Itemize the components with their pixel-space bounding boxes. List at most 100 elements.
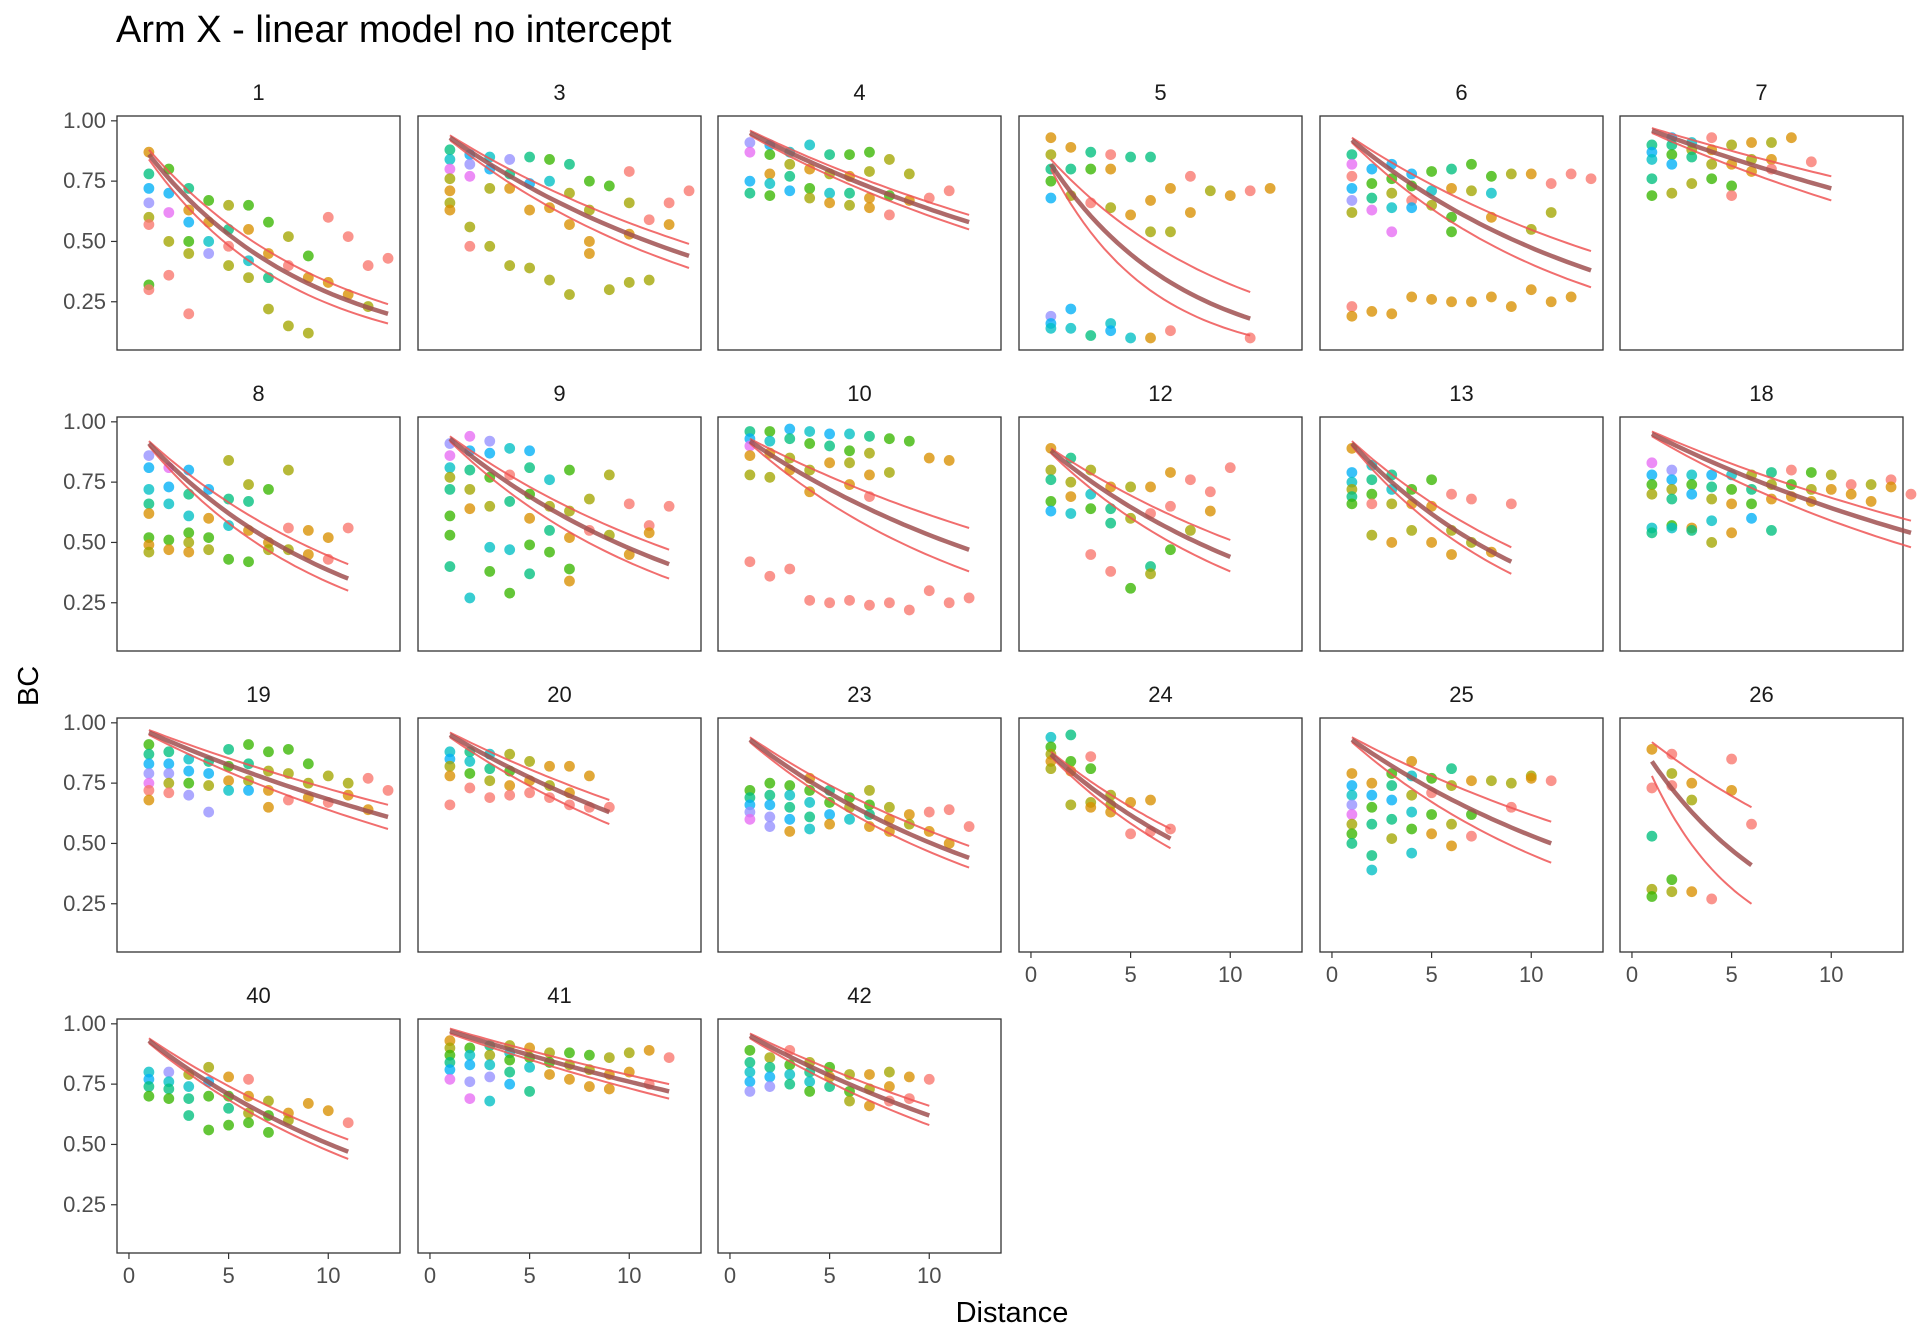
facet-panel-41: 41 0 5 10 <box>417 983 702 1288</box>
data-point <box>1406 806 1418 818</box>
data-point <box>883 209 895 221</box>
data-point <box>1366 306 1378 317</box>
facet-strip-label: 1 <box>252 80 264 105</box>
data-point <box>362 772 374 784</box>
data-point <box>282 522 294 534</box>
data-point <box>1505 498 1517 510</box>
data-point <box>903 168 915 180</box>
data-point <box>784 813 796 825</box>
panel-frame <box>417 717 702 953</box>
data-point <box>524 204 536 216</box>
data-point <box>143 284 155 296</box>
data-point <box>603 469 615 481</box>
data-point <box>1646 469 1658 481</box>
data-point <box>943 838 955 849</box>
data-point <box>1845 488 1857 500</box>
data-point <box>464 503 476 515</box>
data-point <box>1686 178 1698 189</box>
data-point <box>1646 743 1658 755</box>
data-point <box>1666 522 1678 534</box>
data-point <box>544 760 555 772</box>
data-point <box>923 806 935 818</box>
x-tick-label: 5 <box>823 1263 835 1288</box>
data-point <box>583 236 595 247</box>
data-point <box>1646 457 1658 469</box>
y-tick-label: 1.00 <box>63 1011 106 1036</box>
data-point <box>183 182 195 194</box>
data-point <box>1366 204 1378 216</box>
data-point <box>1145 568 1156 580</box>
upper-bound-line <box>1050 158 1251 294</box>
data-point <box>1204 185 1216 197</box>
y-tick-label: 0.75 <box>63 1071 106 1096</box>
data-point <box>1125 151 1137 163</box>
data-point <box>1825 483 1837 495</box>
lower-bound-line <box>1351 445 1512 575</box>
data-point <box>524 568 536 580</box>
data-point <box>1045 149 1057 160</box>
data-point <box>1085 801 1097 813</box>
data-point <box>163 1083 175 1095</box>
facet-strip-label: 23 <box>847 682 871 707</box>
data-point <box>1466 493 1477 505</box>
data-point <box>263 248 274 259</box>
data-point <box>282 231 294 243</box>
facet-panel-42: 42 0 5 10 <box>717 983 1002 1288</box>
lower-bound-line <box>1650 775 1753 905</box>
data-point <box>282 320 294 332</box>
data-point <box>1244 185 1256 197</box>
facet-panel-6: 6 <box>1319 80 1604 351</box>
data-point <box>362 260 374 271</box>
data-point <box>223 199 235 211</box>
data-point <box>603 284 615 296</box>
data-point <box>804 823 816 835</box>
data-point <box>1145 481 1156 493</box>
data-point <box>1785 464 1797 476</box>
lower-bound-line <box>1050 168 1251 337</box>
data-point <box>342 1117 354 1129</box>
data-point <box>504 789 516 801</box>
data-point <box>243 556 254 568</box>
data-point <box>643 214 655 226</box>
data-point <box>444 173 456 185</box>
x-tick-label: 10 <box>1819 962 1843 987</box>
data-point <box>804 797 816 808</box>
data-point <box>1045 496 1057 507</box>
data-point <box>943 597 955 609</box>
data-point <box>1204 486 1216 498</box>
data-point <box>1746 137 1757 148</box>
fit-line <box>448 135 690 259</box>
data-point <box>504 260 516 271</box>
data-point <box>883 1066 895 1078</box>
lower-bound-line <box>148 445 349 592</box>
data-point <box>1386 187 1398 199</box>
data-point <box>302 524 314 536</box>
data-point <box>603 180 615 192</box>
data-point <box>1446 818 1457 830</box>
y-tick-label: 0.25 <box>63 590 106 615</box>
data-point <box>883 801 895 813</box>
data-point <box>143 508 155 519</box>
data-point <box>444 1073 456 1085</box>
data-point <box>603 1052 615 1063</box>
facet-panel-3: 3 <box>417 80 702 351</box>
data-point <box>1446 226 1457 238</box>
upper-bound-line <box>749 736 970 847</box>
data-point <box>1346 207 1358 218</box>
data-point <box>1346 149 1358 160</box>
data-point <box>784 433 796 445</box>
data-point <box>524 151 536 163</box>
data-point <box>1085 763 1097 775</box>
data-point <box>1105 202 1117 214</box>
data-point <box>163 163 175 175</box>
facet-strip-label: 6 <box>1455 80 1467 105</box>
data-point <box>444 471 456 483</box>
data-point <box>764 1081 776 1092</box>
data-point <box>223 553 235 565</box>
data-point <box>643 527 655 539</box>
data-point <box>1184 207 1196 218</box>
data-point <box>1125 828 1137 840</box>
data-point <box>1366 529 1378 541</box>
data-point <box>282 464 294 476</box>
data-point <box>143 168 155 180</box>
